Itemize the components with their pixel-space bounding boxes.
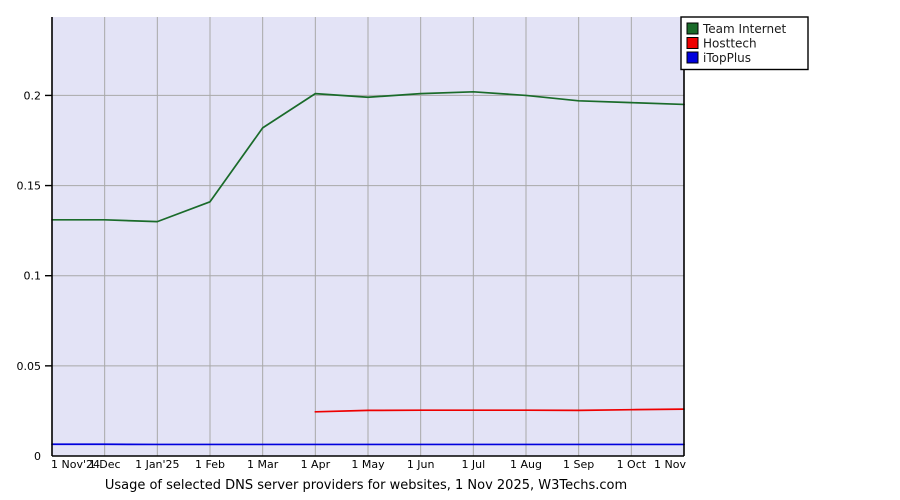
x-tick-label: 1 Jun	[407, 458, 435, 471]
legend-swatch-hosttech	[686, 37, 699, 49]
legend-label-hosttech: Hosttech	[703, 37, 757, 51]
series-line-team-internet	[51, 90, 685, 223]
series-line-hosttech	[314, 408, 685, 413]
x-tick-label: 1 Oct	[617, 458, 647, 471]
y-tick-label: 0.05	[17, 360, 42, 373]
x-tick-label: 1 Sep	[563, 458, 594, 471]
x-tick-label: 1 Apr	[301, 458, 331, 471]
y-tick-label: 0.1	[24, 270, 42, 283]
y-tick-label: 0.2	[24, 89, 42, 102]
y-tick-label: 0	[34, 450, 41, 463]
x-tick-label: 1 Mar	[247, 458, 279, 471]
legend-swatch-team-internet	[686, 22, 699, 35]
y-axis-tick-labels: 0 0.05 0.1 0.15 0.2	[17, 89, 42, 463]
x-tick-label: 1 May	[351, 458, 385, 471]
x-tick-label: 1 Nov	[654, 458, 686, 471]
x-tick-label: 1 Aug	[510, 458, 542, 471]
x-tick-label: 1 Dec	[89, 458, 121, 471]
data-series-lines	[51, 90, 685, 446]
legend-label-itopplus: iTopPlus	[703, 51, 751, 65]
y-axis-ticks	[45, 94, 52, 367]
x-tick-label: 1 Jan'25	[135, 458, 179, 471]
legend-label-team-internet: Team Internet	[702, 22, 786, 36]
legend-background	[680, 16, 809, 71]
x-tick-label: 1 Jul	[461, 458, 485, 471]
x-gridlines	[104, 17, 632, 456]
x-tick-label: 1 Nov'24	[51, 458, 100, 471]
x-axis-tick-labels: 1 Nov'241 Dec 1 Jan'25 1 Feb 1 Mar 1 Apr 1 Ma…	[51, 458, 686, 471]
chart-title: Usage of selected DNS server providers f…	[105, 478, 627, 493]
x-tick-label: 1 Feb	[195, 458, 225, 471]
y-tick-label: 0.15	[17, 180, 42, 193]
legend-swatch-itopplus	[686, 51, 699, 64]
